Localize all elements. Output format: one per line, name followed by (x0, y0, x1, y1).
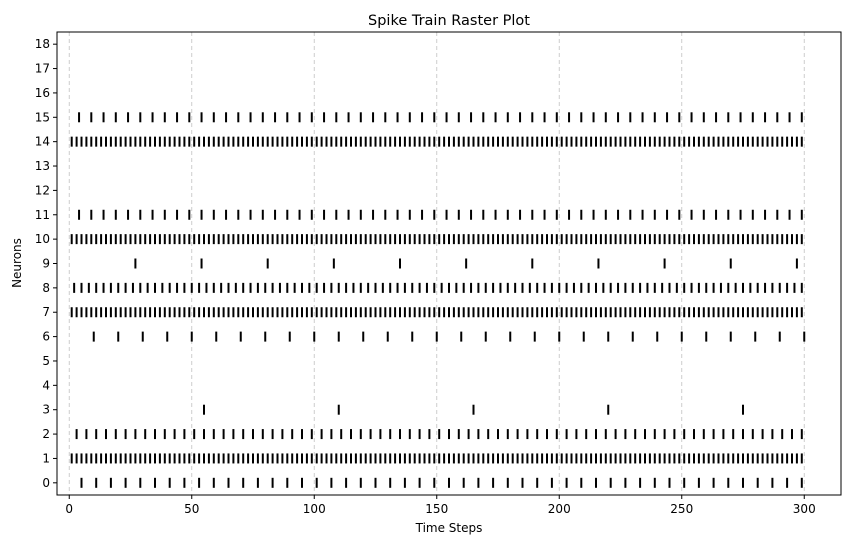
x-axis-ticks: 0 50 100 150 200 250 300 (65, 495, 816, 516)
y-tick-label: 15 (35, 110, 50, 124)
x-tick-label: 0 (65, 502, 73, 516)
x-tick-label: 250 (670, 502, 693, 516)
y-tick-label: 13 (35, 159, 50, 173)
x-tick-label: 150 (425, 502, 448, 516)
x-tick-label: 100 (303, 502, 326, 516)
y-tick-label: 14 (35, 135, 50, 149)
y-tick-label: 12 (35, 183, 50, 197)
x-tick-label: 300 (793, 502, 816, 516)
y-tick-label: 9 (42, 257, 50, 271)
x-tick-label: 200 (548, 502, 571, 516)
chart-title: Spike Train Raster Plot (368, 13, 530, 29)
y-tick-label: 8 (42, 281, 50, 295)
y-tick-label: 1 (42, 451, 50, 465)
x-axis-label: Time Steps (415, 521, 483, 535)
y-tick-label: 4 (42, 378, 50, 392)
grid-lines (68, 32, 805, 495)
y-tick-label: 17 (35, 62, 50, 76)
y-tick-label: 10 (35, 232, 50, 246)
y-tick-label: 6 (42, 330, 50, 344)
y-axis-label: Neurons (10, 238, 24, 288)
y-tick-label: 0 (42, 476, 50, 490)
plot-area-frame (56, 31, 842, 496)
y-tick-label: 3 (42, 403, 50, 417)
y-tick-label: 5 (42, 354, 50, 368)
y-tick-label: 11 (35, 208, 50, 222)
y-tick-label: 16 (35, 86, 50, 100)
y-tick-label: 18 (35, 37, 50, 51)
y-tick-label: 7 (42, 305, 50, 319)
y-tick-label: 2 (42, 427, 50, 441)
spike-marks (70, 112, 806, 488)
x-tick-label: 50 (184, 502, 199, 516)
